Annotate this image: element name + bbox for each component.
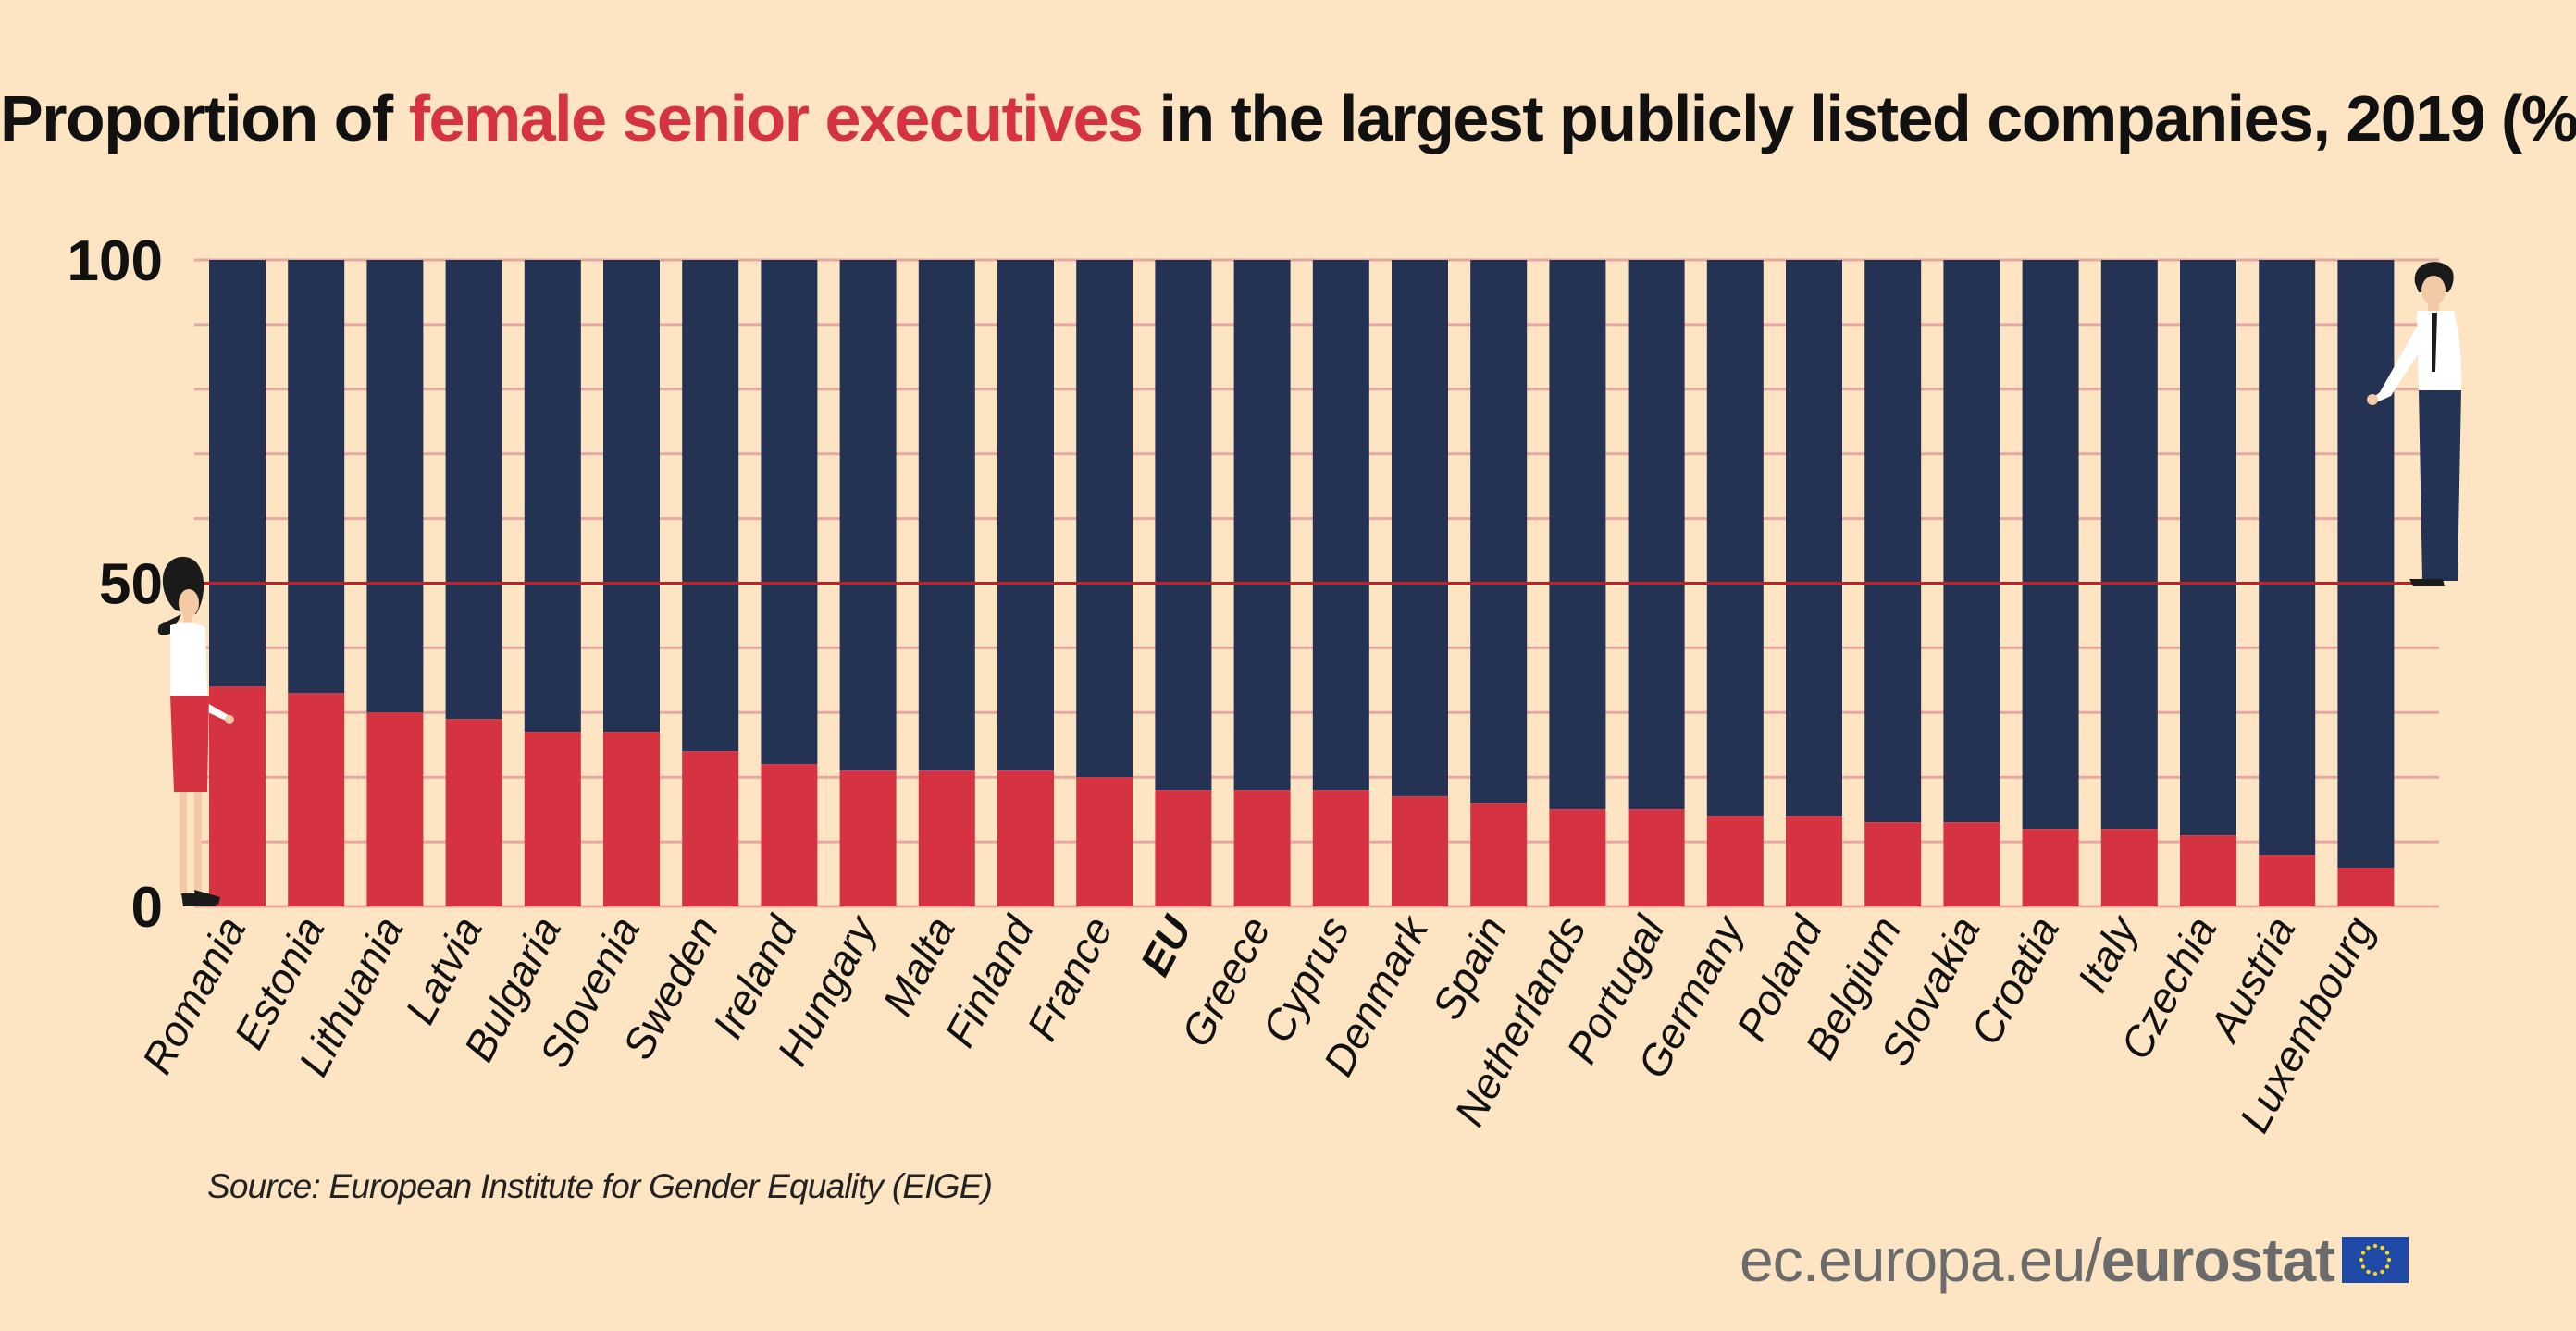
site-brand: eurostat xyxy=(2100,1226,2335,1294)
bar-male xyxy=(918,260,975,771)
title-lead: Proportion of xyxy=(0,82,409,154)
bar-male xyxy=(839,260,897,771)
site-url: ec.europa.eu/ xyxy=(1740,1226,2102,1294)
eu-flag-icon xyxy=(2342,1237,2409,1283)
bar-male xyxy=(1549,260,1606,810)
bar-male xyxy=(2022,260,2079,830)
bar-male xyxy=(1470,260,1528,804)
bar-female xyxy=(209,686,266,906)
bar-male xyxy=(2259,260,2316,856)
bar-female xyxy=(2180,835,2236,906)
bar-female xyxy=(2100,829,2158,906)
bar-male xyxy=(1943,260,2000,823)
bar-male xyxy=(1312,260,1369,791)
bar-female xyxy=(445,719,502,906)
bar-male xyxy=(2337,260,2395,869)
x-axis-label: EU xyxy=(1131,907,1202,983)
eu-flag-star xyxy=(2372,1271,2378,1276)
bar-female xyxy=(524,732,581,906)
source-note: Source: European Institute for Gender Eq… xyxy=(207,1167,993,1205)
eu-flag-star xyxy=(2359,1257,2364,1263)
eu-flag-star xyxy=(2366,1245,2371,1251)
bar-male xyxy=(1155,260,1212,791)
title-tail: in the largest publicly listed companies… xyxy=(1142,82,2576,154)
bar-female xyxy=(761,764,818,906)
bar-male xyxy=(1076,260,1133,778)
bar-female xyxy=(682,751,739,906)
bar-male xyxy=(761,260,818,765)
bar-female xyxy=(603,732,660,906)
eu-flag-star xyxy=(2386,1257,2392,1263)
eu-flag-star xyxy=(2366,1269,2371,1275)
chart-title: Proportion of female senior executives i… xyxy=(0,81,2576,155)
bar-female xyxy=(997,770,1054,906)
woman-figure-icon xyxy=(157,556,234,906)
bar-female xyxy=(1233,790,1291,906)
bar-male xyxy=(603,260,660,733)
y-tick-label: 100 xyxy=(68,229,163,293)
eu-flag-star xyxy=(2384,1264,2390,1269)
bar-female xyxy=(1864,822,1922,906)
bar-female xyxy=(1076,777,1133,906)
bar-female xyxy=(839,770,897,906)
bar-male xyxy=(445,260,502,720)
bar-male xyxy=(682,260,739,752)
bar-female xyxy=(2022,829,2079,906)
x-axis-label: Italy xyxy=(2068,906,2149,1001)
eu-flag-star xyxy=(2360,1264,2366,1269)
eurostat-link[interactable]: ec.europa.eu/eurostat xyxy=(1740,1223,2409,1297)
bars xyxy=(209,260,2395,906)
bar-male xyxy=(2100,260,2158,830)
eu-flag-star xyxy=(2380,1269,2384,1275)
y-tick-label: 50 xyxy=(99,553,163,617)
bar-male xyxy=(1864,260,1922,823)
bar-male xyxy=(2180,260,2236,836)
bar-female xyxy=(1392,796,1448,906)
bar-male xyxy=(288,260,345,694)
man-figure-icon xyxy=(2367,262,2462,586)
y-axis-ticks: 0 50 100 xyxy=(68,229,163,940)
y-tick-label: 0 xyxy=(131,876,163,940)
bar-male xyxy=(997,260,1054,771)
bar-male xyxy=(524,260,581,733)
bar-female xyxy=(1155,790,1212,906)
bar-male xyxy=(1786,260,1842,817)
eu-flag-star xyxy=(2384,1251,2390,1255)
bar-male xyxy=(1392,260,1448,797)
bar-male xyxy=(209,260,266,687)
bar-female xyxy=(2337,868,2395,906)
bar-female xyxy=(1786,816,1842,906)
bar-female xyxy=(1470,803,1528,906)
bar-male xyxy=(366,260,424,713)
bar-male xyxy=(1233,260,1291,791)
title-accent: female senior executives xyxy=(408,82,1144,154)
bar-female xyxy=(1943,822,2000,906)
bar-female xyxy=(1549,809,1606,906)
eu-flag-star xyxy=(2380,1245,2384,1251)
bar-female xyxy=(918,770,975,906)
x-axis-labels: RomaniaEstoniaLithuaniaLatviaBulgariaSlo… xyxy=(132,906,2384,1140)
bar-male xyxy=(1628,260,1685,810)
eu-flag-star xyxy=(2372,1243,2378,1249)
bar-female xyxy=(288,693,345,906)
eu-flag-star xyxy=(2360,1251,2366,1255)
bar-male xyxy=(1706,260,1764,817)
bar-female xyxy=(1312,790,1369,906)
bar-female xyxy=(1628,809,1685,906)
bar-female xyxy=(2259,855,2316,906)
bar-female xyxy=(1706,816,1764,906)
bar-female xyxy=(366,712,424,906)
